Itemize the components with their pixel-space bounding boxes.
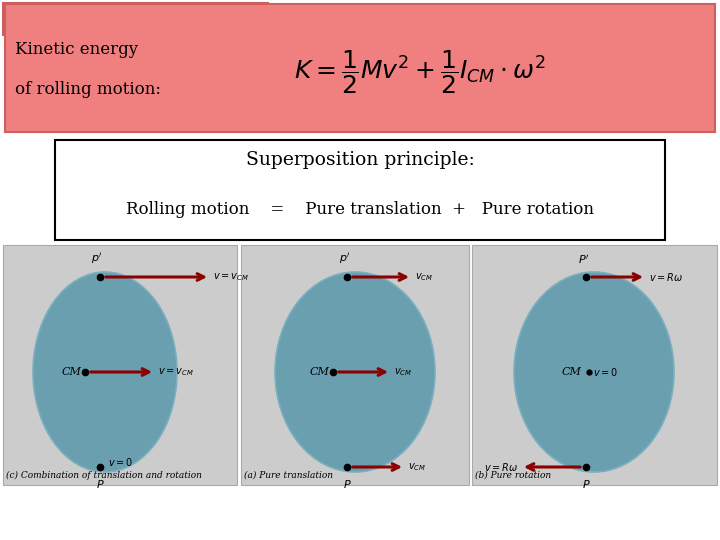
Text: CM: CM xyxy=(309,367,329,377)
Text: CM: CM xyxy=(61,367,81,377)
Text: $p'$: $p'$ xyxy=(339,251,351,266)
Text: $P$: $P$ xyxy=(343,478,351,490)
Text: (c) Combination of translation and rotation: (c) Combination of translation and rotat… xyxy=(6,471,202,480)
Text: $v = v_{CM}$: $v = v_{CM}$ xyxy=(158,366,194,378)
Text: $v = R\omega$: $v = R\omega$ xyxy=(649,271,683,283)
Text: $P$: $P$ xyxy=(582,478,590,490)
Text: (b) Pure rotation: (b) Pure rotation xyxy=(475,471,551,480)
Text: $K = \dfrac{1}{2}Mv^2 + \dfrac{1}{2}I_{CM} \cdot \omega^2$: $K = \dfrac{1}{2}Mv^2 + \dfrac{1}{2}I_{C… xyxy=(294,48,546,96)
Ellipse shape xyxy=(275,272,435,472)
Text: Superposition principle:: Superposition principle: xyxy=(246,151,474,169)
Text: $P$: $P$ xyxy=(96,478,104,490)
Bar xyxy=(3,3,268,35)
Text: $v = 0$: $v = 0$ xyxy=(593,366,618,378)
Text: Kinetic energy: Kinetic energy xyxy=(15,42,138,58)
Text: $p'$: $p'$ xyxy=(91,251,103,266)
Ellipse shape xyxy=(33,272,177,472)
Bar xyxy=(3,245,237,485)
Text: $v = 0$: $v = 0$ xyxy=(108,456,133,468)
Bar xyxy=(241,245,469,485)
Text: $v_{CM}$: $v_{CM}$ xyxy=(408,461,426,473)
Bar xyxy=(5,4,715,132)
Text: $v = R\omega$: $v = R\omega$ xyxy=(484,461,518,473)
Text: of rolling motion:: of rolling motion: xyxy=(15,82,161,98)
Text: $P'$: $P'$ xyxy=(578,253,590,266)
Ellipse shape xyxy=(514,272,674,472)
Bar xyxy=(55,140,665,240)
Text: 11-3 Kinetic Energy of Rolling: 11-3 Kinetic Energy of Rolling xyxy=(10,11,248,26)
Bar xyxy=(472,245,717,485)
Text: $v_{CM}$: $v_{CM}$ xyxy=(415,271,433,283)
Text: $v_{CM}$: $v_{CM}$ xyxy=(394,366,412,378)
Text: Rolling motion    =    Pure translation  +   Pure rotation: Rolling motion = Pure translation + Pure… xyxy=(126,201,594,219)
Text: (a) Pure translation: (a) Pure translation xyxy=(244,471,333,480)
Text: CM: CM xyxy=(561,367,581,377)
Text: $v = v_{CM}$: $v = v_{CM}$ xyxy=(213,271,249,283)
